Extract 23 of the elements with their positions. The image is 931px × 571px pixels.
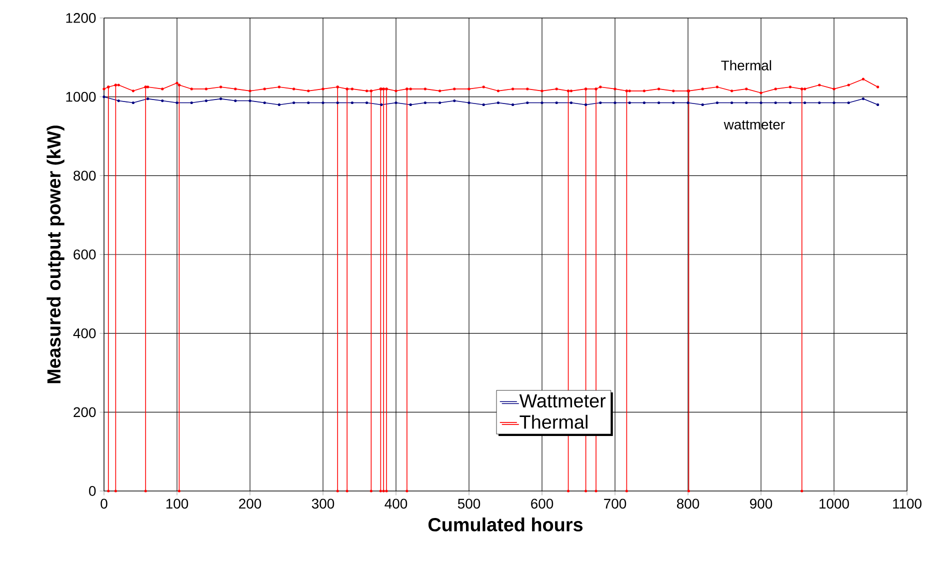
- x-tick-label: 0: [100, 498, 108, 509]
- y-tick-label: 200: [74, 407, 96, 418]
- y-tick-label: 400: [73, 328, 96, 338]
- y-tick-label: 1000: [66, 92, 96, 102]
- x-tick-label: 1000: [820, 498, 849, 509]
- x-tick-label: 700: [604, 498, 626, 509]
- x-tick-label: 900: [750, 498, 772, 509]
- x-tick-label: 500: [458, 498, 480, 509]
- x-tick-label: 800: [676, 498, 700, 509]
- x-axis-title: Cumulated hours: [428, 517, 583, 532]
- y-axis-title: Measured output power (kW): [46, 126, 64, 384]
- y-tick-label: 1200: [66, 13, 96, 23]
- y-tick-label: 600: [74, 250, 96, 260]
- x-tick-label: 600: [531, 498, 554, 509]
- y-tick-label: 800: [74, 170, 96, 181]
- x-tick-label: 100: [166, 498, 188, 509]
- x-tick-label: 1100: [893, 498, 922, 509]
- x-tick-label: 400: [384, 498, 408, 509]
- x-tick-label: 300: [312, 498, 334, 509]
- legend-label: Wattmeter: [519, 394, 606, 408]
- y-tick-label: 0: [89, 486, 96, 496]
- legend-label: Thermal: [520, 414, 588, 429]
- x-tick-label: 200: [239, 498, 262, 509]
